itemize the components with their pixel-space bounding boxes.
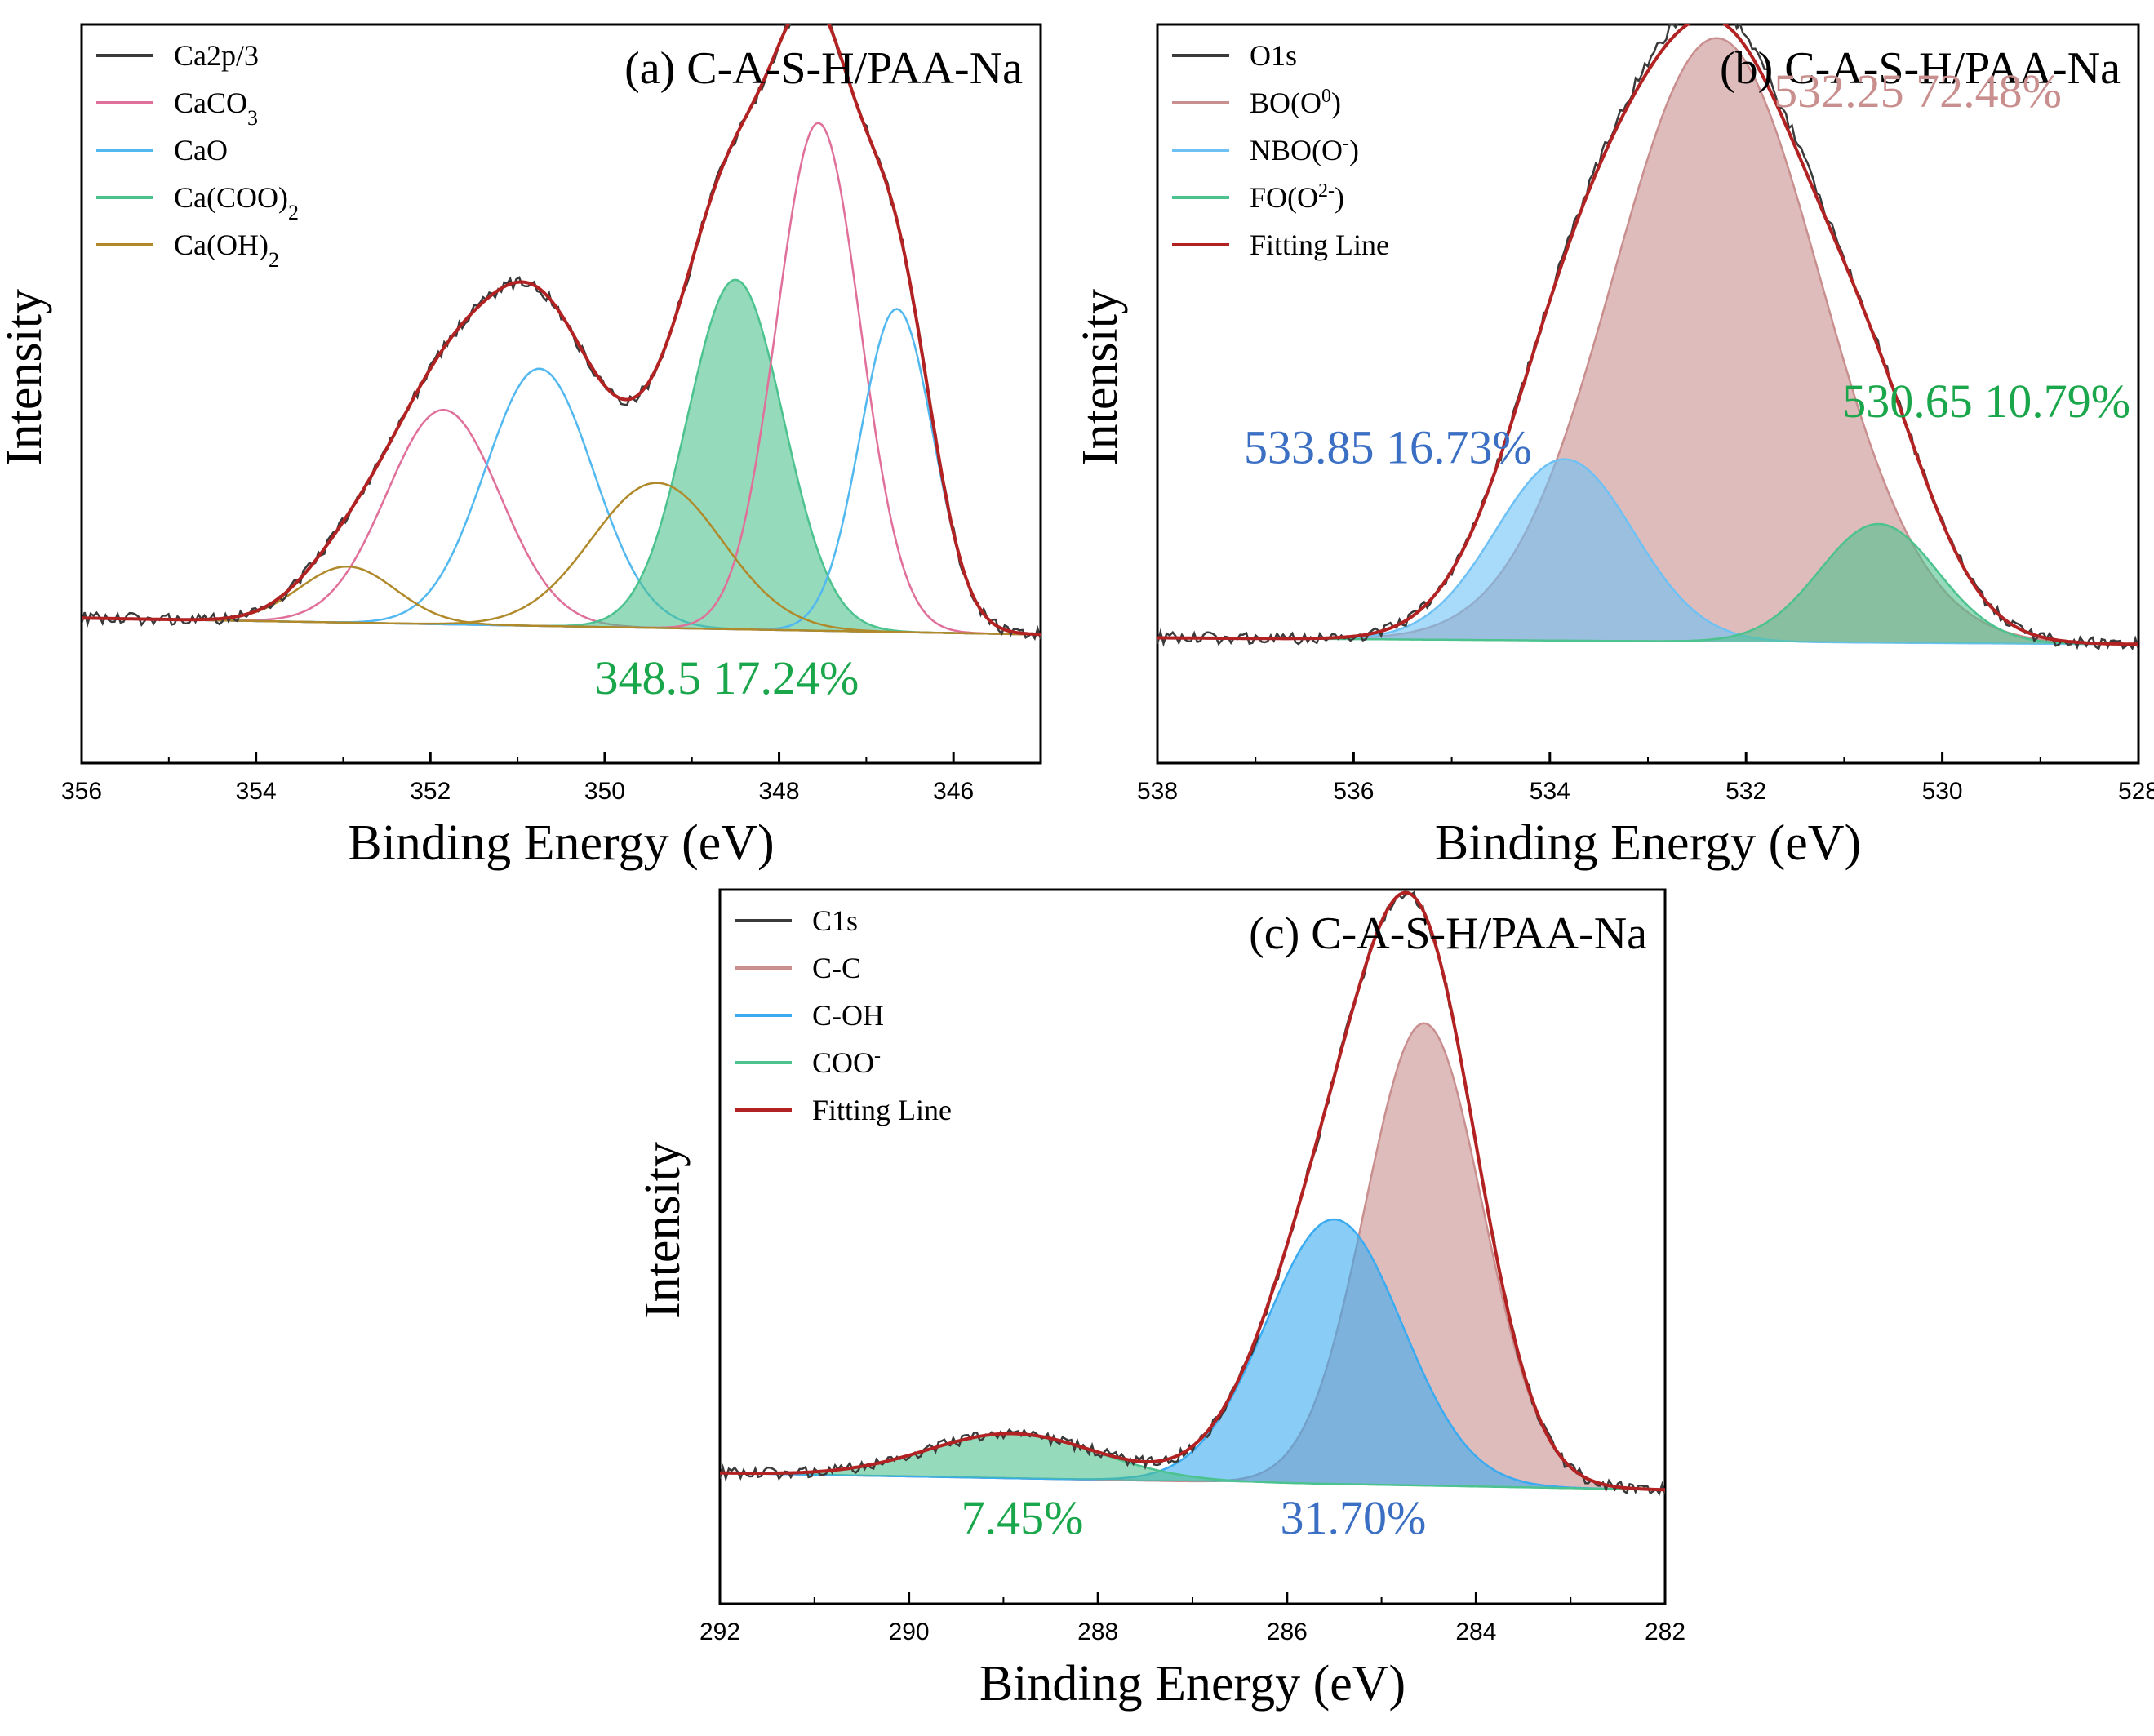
annotation-c: 31.70% — [1280, 1491, 1426, 1544]
peak-line-CaCO3 — [82, 409, 1041, 636]
peak-fill-C-C — [720, 1023, 1665, 1490]
legend-label-a: Ca(OH)2 — [174, 229, 279, 272]
x-tick-label-a: 354 — [236, 778, 277, 805]
peak-fill-BO — [1157, 38, 2138, 645]
x-tick-label-b: 530 — [1922, 778, 1963, 805]
x-tick-label-c: 288 — [1077, 1618, 1118, 1645]
panel-b: 538 536 534 532 530 528 Binding Energy (eV) Int… — [1073, 23, 2154, 871]
x-tick-label-b: 536 — [1333, 778, 1374, 805]
x-tick-label-a: 356 — [61, 778, 102, 805]
y-axis-title-b: Intensity — [1073, 289, 1128, 466]
axes-frame-c — [718, 888, 1667, 1605]
legend-label-c: COO- — [812, 1046, 881, 1079]
x-axis-title-a: Binding Energy (eV) — [348, 815, 774, 871]
plot-area-b — [1157, 24, 2138, 651]
x-tick-label-c: 284 — [1455, 1618, 1496, 1645]
annotation-b: 530.65 10.79% — [1842, 375, 2130, 428]
x-tick-label-a: 348 — [759, 778, 800, 805]
x-tick-label-c: 290 — [889, 1618, 930, 1645]
annotation-a: 348.5 17.24% — [595, 651, 859, 704]
x-tick-label-a: 350 — [584, 778, 625, 805]
peak-line-Ca(COO)2 — [82, 278, 1041, 636]
legend-label-c: Fitting Line — [812, 1094, 952, 1126]
legend-label-c: C-OH — [812, 999, 884, 1032]
panel-a: 356 354 352 350 348 346 Binding Energy (eV) Int… — [0, 23, 1042, 871]
x-axis-title-c: Binding Energy (eV) — [979, 1656, 1406, 1712]
x-tick-label-a: 352 — [410, 778, 451, 805]
legend-label-c: C-C — [812, 952, 861, 984]
fitting-line-b — [1157, 24, 2138, 646]
annotation-b: 532.25 72.48% — [1774, 64, 2062, 118]
annotation-c: 7.45% — [962, 1491, 1084, 1544]
legend-label-c: C1s — [812, 904, 858, 937]
peak-line-CaO — [82, 367, 1041, 636]
legend-label-b: FO(O2-) — [1250, 180, 1344, 214]
fitting-line-a — [82, 24, 1041, 637]
x-tick-label-a: 346 — [933, 778, 974, 805]
peak-fill-NBO — [1157, 459, 2138, 645]
x-tick-label-c: 292 — [699, 1618, 740, 1645]
x-tick-label-b: 534 — [1530, 778, 1570, 805]
panel-title-b: (b) C-A-S-H/PAA-Na — [1720, 43, 2121, 94]
legend-label-b: Fitting Line — [1250, 229, 1389, 261]
peak-fill-FO — [1157, 524, 2138, 645]
x-tick-label-c: 282 — [1645, 1618, 1685, 1645]
legend-label-b: BO(O0) — [1250, 86, 1341, 119]
fitting-line-c — [720, 890, 1665, 1492]
peak-fill-COO- — [720, 1433, 1665, 1490]
panel-title-c: (c) C-A-S-H/PAA-Na — [1249, 908, 1647, 959]
legend-label-b: NBO(O-) — [1250, 133, 1359, 166]
y-axis-title-a: Intensity — [0, 289, 52, 466]
legend-label-a: CaO — [174, 134, 228, 166]
annotation-b: 533.85 16.73% — [1244, 420, 1532, 473]
x-tick-label-b: 528 — [2118, 778, 2154, 805]
x-axis-title-b: Binding Energy (eV) — [1435, 815, 1861, 871]
x-tick-label-b: 538 — [1137, 778, 1178, 805]
y-axis-title-c: Intensity — [635, 1142, 691, 1319]
legend-label-b: O1s — [1250, 39, 1297, 72]
peak-fill-Ca(COO)2 — [82, 279, 1041, 635]
x-tick-label-b: 532 — [1725, 778, 1766, 805]
axes-frame-a — [80, 23, 1042, 765]
panel-c: 292 290 288 286 284 282 Binding Energy (eV) Int… — [635, 888, 1685, 1712]
peak-line-CaO — [82, 308, 1041, 636]
plot-area-a — [82, 24, 1041, 642]
peak-fill-C-OH — [720, 1219, 1665, 1490]
legend-label-a: Ca2p/3 — [174, 39, 259, 72]
legend-label-a: CaCO3 — [174, 87, 258, 130]
x-tick-label-c: 286 — [1267, 1618, 1308, 1645]
legend-label-a: Ca(COO)2 — [174, 181, 299, 224]
plot-area-c — [720, 890, 1665, 1496]
panel-title-a: (a) C-A-S-H/PAA-Na — [624, 43, 1023, 94]
